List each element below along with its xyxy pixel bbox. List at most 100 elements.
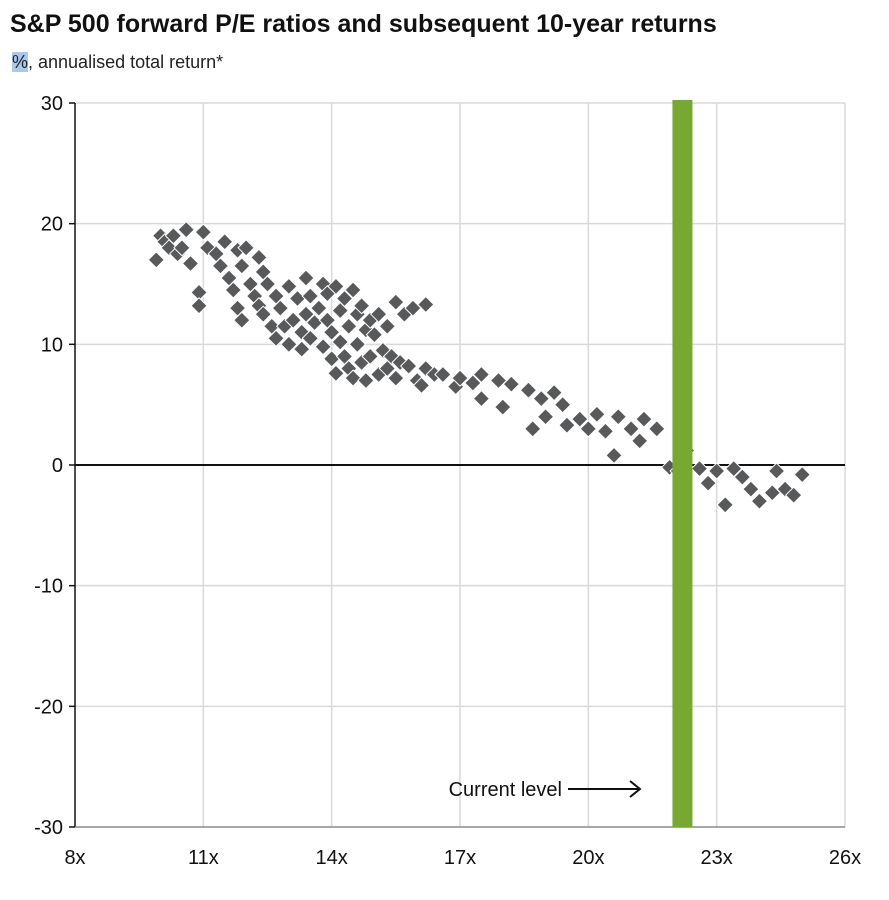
- data-point: [352, 297, 371, 315]
- data-point: [716, 496, 734, 514]
- data-point: [793, 465, 811, 484]
- data-point: [310, 299, 328, 317]
- data-point: [579, 420, 598, 438]
- current-level-bar: [672, 100, 693, 827]
- data-point: [605, 446, 623, 465]
- data-point: [224, 281, 242, 299]
- data-point: [571, 410, 589, 428]
- subtitle-text: , annualised total return*: [28, 52, 224, 72]
- data-point: [177, 220, 195, 239]
- data-point: [648, 420, 666, 438]
- data-point: [194, 223, 213, 241]
- data-point: [725, 459, 743, 478]
- data-point: [327, 364, 345, 383]
- data-point: [472, 365, 491, 384]
- data-point: [387, 369, 405, 387]
- subtitle-unit: %: [12, 52, 29, 72]
- data-point: [216, 233, 234, 251]
- y-tick-label: 10: [41, 334, 63, 356]
- data-point: [370, 305, 388, 323]
- data-point: [451, 369, 469, 387]
- data-point: [630, 432, 649, 450]
- data-point: [690, 459, 709, 478]
- data-point: [280, 277, 298, 296]
- data-point: [365, 325, 384, 344]
- y-tick-label: -10: [34, 576, 63, 598]
- data-point: [233, 311, 251, 329]
- x-tick-label: 14x: [316, 847, 348, 869]
- data-point: [288, 289, 307, 308]
- data-point: [553, 395, 572, 414]
- data-point: [588, 405, 606, 424]
- data-point: [322, 323, 341, 341]
- y-tick-label: -30: [34, 817, 63, 839]
- data-point: [301, 329, 319, 348]
- data-point: [399, 357, 418, 375]
- x-tick-label: 26x: [829, 847, 861, 869]
- data-point: [361, 347, 379, 366]
- data-point: [536, 408, 555, 426]
- data-point: [707, 462, 726, 480]
- data-point: [181, 254, 200, 273]
- data-point: [322, 350, 341, 368]
- chart-subtitle: %, annualised total return*: [12, 52, 223, 73]
- data-point: [622, 420, 640, 438]
- data-point: [596, 422, 615, 440]
- data-points: [147, 220, 811, 514]
- axes: [69, 102, 845, 828]
- data-point: [164, 227, 183, 245]
- y-tick-label: 30: [41, 93, 63, 115]
- data-point: [519, 381, 538, 399]
- data-point: [331, 333, 349, 351]
- data-point: [742, 480, 760, 498]
- data-point: [335, 289, 354, 308]
- data-point: [635, 410, 653, 428]
- data-point: [464, 374, 482, 392]
- data-point: [532, 389, 550, 408]
- data-point: [524, 420, 542, 438]
- data-point: [258, 275, 277, 293]
- data-point: [301, 287, 319, 305]
- data-point: [412, 376, 431, 395]
- data-point: [357, 371, 375, 390]
- y-tick-label: 20: [41, 214, 63, 236]
- data-point: [494, 398, 512, 416]
- data-point: [763, 484, 781, 502]
- data-point: [387, 293, 405, 311]
- data-point: [344, 369, 362, 387]
- data-point: [609, 408, 627, 426]
- data-point: [271, 299, 290, 317]
- y-tick-label: -20: [34, 696, 63, 718]
- current-level-label: Current level: [449, 779, 562, 801]
- data-point: [327, 277, 345, 296]
- data-point: [233, 257, 251, 275]
- data-point: [784, 486, 803, 504]
- current-level-arrow-head: [629, 780, 642, 798]
- data-point: [348, 335, 367, 354]
- x-tick-label: 23x: [701, 847, 733, 869]
- data-point: [750, 492, 769, 510]
- data-point: [297, 269, 315, 287]
- current-level-marker: [672, 100, 693, 827]
- data-point: [344, 281, 362, 299]
- data-point: [733, 468, 752, 486]
- data-point: [699, 474, 717, 492]
- data-point: [489, 371, 508, 390]
- data-point: [211, 257, 230, 275]
- x-tick-label: 17x: [444, 847, 476, 869]
- data-point: [147, 251, 165, 269]
- data-point: [293, 340, 311, 358]
- data-point: [472, 389, 491, 408]
- data-point: [280, 335, 298, 354]
- data-point: [314, 338, 332, 356]
- data-point: [767, 462, 786, 480]
- data-point: [558, 416, 576, 434]
- data-point: [190, 297, 208, 315]
- chart-title: S&P 500 forward P/E ratios and subsequen…: [10, 10, 717, 38]
- data-point: [434, 365, 452, 384]
- data-point: [502, 375, 521, 393]
- x-tick-label: 20x: [572, 847, 604, 869]
- data-point: [237, 239, 255, 257]
